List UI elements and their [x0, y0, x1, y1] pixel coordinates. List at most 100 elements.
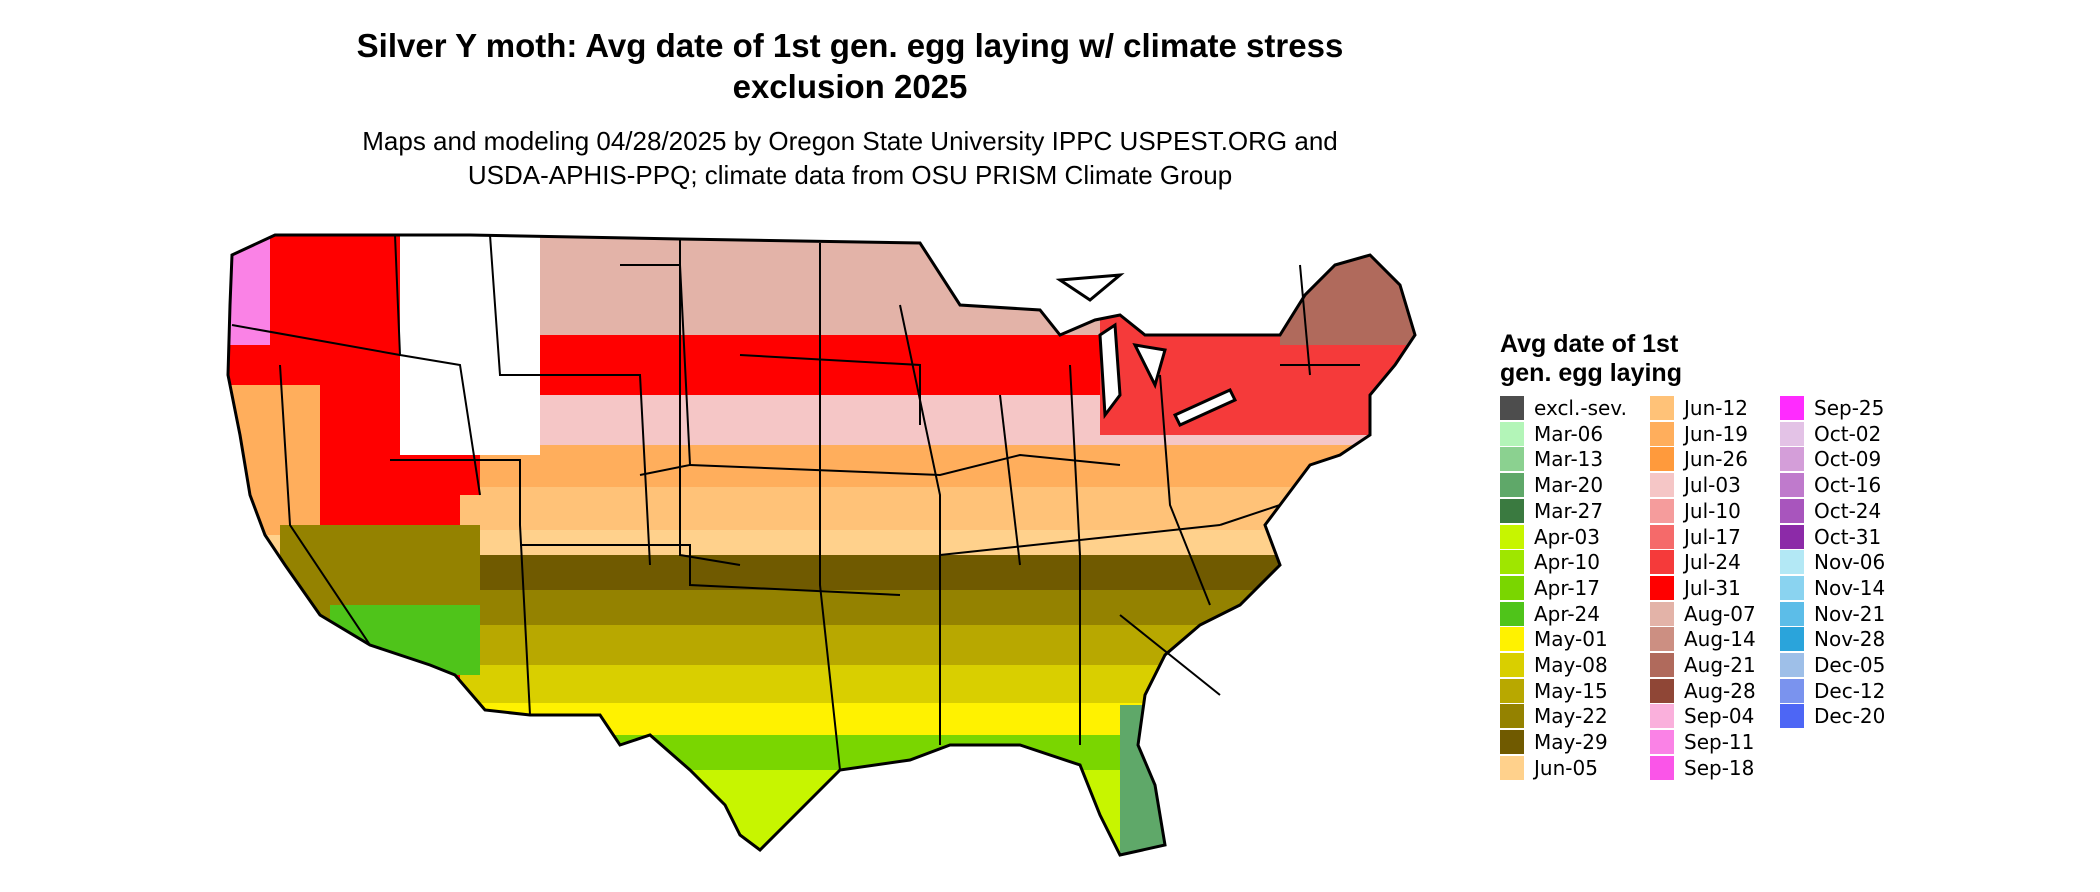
- legend-item: May-29: [1500, 729, 1670, 755]
- legend-swatch: [1780, 704, 1804, 729]
- legend-label: Apr-10: [1534, 550, 1600, 575]
- legend-item: Oct-24: [1780, 498, 1950, 524]
- state-border: [899, 304, 941, 745]
- legend-label: Oct-24: [1814, 498, 1882, 523]
- zone-apr-17: [460, 735, 1415, 775]
- legend-item: Mar-13: [1500, 446, 1670, 472]
- state-border: [1119, 614, 1221, 696]
- legend-swatch: [1780, 396, 1804, 420]
- legend-item: Apr-24: [1500, 601, 1670, 627]
- legend-item: Aug-14: [1650, 626, 1820, 652]
- legend-swatch: [1650, 498, 1674, 523]
- legend-item: Nov-21: [1780, 601, 1950, 627]
- legend-item: May-22: [1500, 703, 1670, 729]
- legend-label: Nov-28: [1814, 627, 1886, 652]
- zone-may-15: [460, 625, 1415, 670]
- map-title-continued: exclusion 2025: [732, 68, 968, 105]
- map-title: Silver Y moth: Avg date of 1st gen. egg …: [356, 27, 1344, 64]
- state-border: [1159, 374, 1211, 606]
- legend-swatch: [1500, 653, 1524, 677]
- lake-erie: [1172, 388, 1238, 427]
- legend-item: Sep-18: [1650, 755, 1820, 781]
- legend-item: Dec-05: [1780, 652, 1950, 678]
- legend-swatch: [1500, 755, 1524, 780]
- legend-label: Sep-11: [1684, 730, 1755, 755]
- legend-label: Jul-10: [1684, 498, 1741, 523]
- legend-item: Apr-10: [1500, 549, 1670, 575]
- legend-label: May-08: [1534, 653, 1608, 677]
- state-border: [1299, 264, 1311, 376]
- legend-item: Mar-20: [1500, 472, 1670, 498]
- legend-label: Dec-20: [1814, 704, 1886, 729]
- legend-label: Mar-06: [1534, 421, 1604, 446]
- legend-item: Jul-24: [1650, 549, 1820, 575]
- legend-swatch: [1500, 550, 1524, 575]
- legend-swatch: [1500, 396, 1524, 420]
- legend-label: Mar-20: [1534, 473, 1604, 498]
- zone-may-22: [460, 590, 1415, 630]
- state-borders: [231, 234, 1360, 771]
- state-border: [1069, 364, 1081, 745]
- legend-item: Nov-28: [1780, 626, 1950, 652]
- state-border: [819, 243, 841, 771]
- legend-swatch: [1650, 473, 1674, 498]
- legend-swatch: [1650, 447, 1674, 472]
- legend-swatch: [1650, 550, 1674, 575]
- legend-label: Mar-27: [1534, 498, 1604, 523]
- legend-title: Avg date of 1st gen. egg laying: [1500, 330, 1682, 388]
- lake-superior: [1055, 273, 1125, 302]
- legend-swatch: [1500, 447, 1524, 472]
- legend-label: Oct-16: [1814, 473, 1882, 498]
- legend-swatch: [1650, 627, 1674, 652]
- legend-label: Nov-06: [1814, 550, 1886, 575]
- state-border: [689, 453, 1121, 477]
- legend-swatch: [1780, 678, 1804, 703]
- legend-label: Aug-28: [1684, 678, 1756, 703]
- legend-item: excl.-sev.: [1500, 395, 1670, 421]
- lake-michigan: [1098, 322, 1122, 420]
- state-border: [489, 234, 651, 566]
- legend-item: Oct-09: [1780, 446, 1950, 472]
- legend-item: Jun-19: [1650, 421, 1820, 447]
- state-border: [394, 234, 481, 496]
- legend-item: Jul-17: [1650, 524, 1820, 550]
- state-border: [390, 459, 531, 716]
- legend-item: Nov-06: [1780, 549, 1950, 575]
- zone-maine: [1280, 235, 1415, 345]
- legend-item: Jun-26: [1650, 446, 1820, 472]
- great-lakes: [1055, 273, 1238, 427]
- legend-item: Jun-05: [1500, 755, 1670, 781]
- legend-swatch: [1500, 575, 1524, 600]
- legend-swatch: [1780, 601, 1804, 626]
- legend-swatch: [1780, 498, 1804, 523]
- legend-item: May-01: [1500, 626, 1670, 652]
- legend-label: Jun-26: [1684, 447, 1748, 472]
- legend-item: Sep-25: [1780, 395, 1950, 421]
- legend-label: Jun-05: [1534, 755, 1598, 780]
- us-map: [220, 225, 1470, 885]
- legend-title-line2: gen. egg laying: [1500, 359, 1682, 387]
- legend-label: Apr-17: [1534, 575, 1600, 600]
- zone-south-florida: [1120, 705, 1220, 855]
- legend-label: Oct-02: [1814, 421, 1882, 446]
- legend-label: May-15: [1534, 678, 1608, 703]
- legend-label: Sep-18: [1684, 755, 1755, 780]
- legend-swatch: [1500, 421, 1524, 446]
- legend-item: Oct-16: [1780, 472, 1950, 498]
- zone-may-08: [460, 665, 1415, 705]
- legend-item: Sep-04: [1650, 703, 1820, 729]
- state-border: [739, 354, 921, 425]
- legend-swatch: [1500, 627, 1524, 652]
- state-border: [620, 264, 692, 476]
- legend-swatch: [1650, 575, 1674, 600]
- legend-label: Nov-21: [1814, 601, 1886, 626]
- legend-item: Mar-27: [1500, 498, 1670, 524]
- legend-label: Jul-31: [1684, 575, 1741, 600]
- temperature-zones: [228, 235, 1415, 855]
- legend-label: Jul-17: [1684, 524, 1741, 549]
- map-subtitle: Maps and modeling 04/28/2025 by Oregon S…: [362, 126, 1338, 156]
- legend-swatch: [1780, 447, 1804, 472]
- legend-swatch: [1650, 524, 1674, 549]
- legend-item: Jul-31: [1650, 575, 1820, 601]
- legend-swatch: [1500, 601, 1524, 626]
